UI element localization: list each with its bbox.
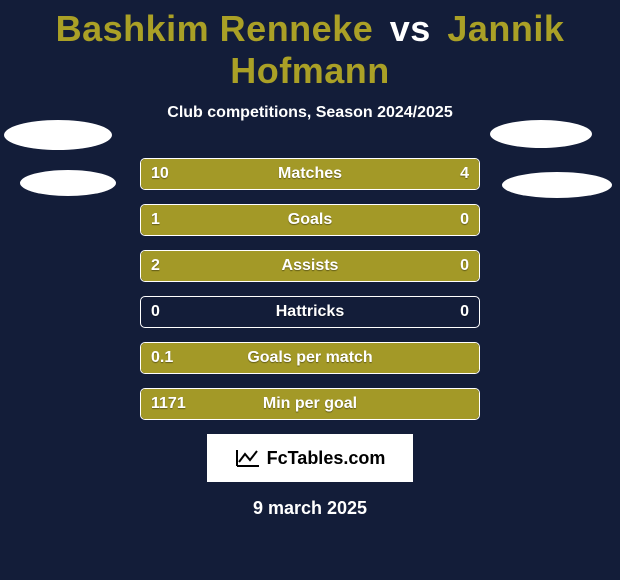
comparison-bars: 10Matches41Goals02Assists00Hattricks00.1… [140, 158, 480, 420]
stat-row: 10Matches4 [140, 158, 480, 190]
page-title: Bashkim Renneke vs Jannik Hofmann [0, 0, 620, 92]
chart-icon [235, 448, 261, 468]
stat-label: Matches [141, 159, 479, 189]
stat-right-value: 0 [460, 297, 469, 327]
date: 9 march 2025 [0, 498, 620, 519]
stat-label: Assists [141, 251, 479, 281]
title-player1: Bashkim Renneke [56, 8, 374, 49]
stat-label: Goals per match [141, 343, 479, 373]
subtitle: Club competitions, Season 2024/2025 [0, 104, 620, 122]
stat-row: 1171Min per goal [140, 388, 480, 420]
stat-right-value: 0 [460, 205, 469, 235]
photo-blob [20, 170, 116, 196]
stat-label: Min per goal [141, 389, 479, 419]
photo-blob [4, 120, 112, 150]
stat-right-value: 4 [460, 159, 469, 189]
stat-label: Hattricks [141, 297, 479, 327]
photo-blob [490, 120, 592, 148]
stat-row: 0Hattricks0 [140, 296, 480, 328]
logo-text: FcTables.com [267, 448, 386, 469]
stat-label: Goals [141, 205, 479, 235]
photo-blob [502, 172, 612, 198]
stat-row: 2Assists0 [140, 250, 480, 282]
stat-row: 0.1Goals per match [140, 342, 480, 374]
stat-right-value: 0 [460, 251, 469, 281]
fctables-logo: FcTables.com [207, 434, 413, 482]
stat-row: 1Goals0 [140, 204, 480, 236]
title-vs: vs [390, 8, 431, 49]
